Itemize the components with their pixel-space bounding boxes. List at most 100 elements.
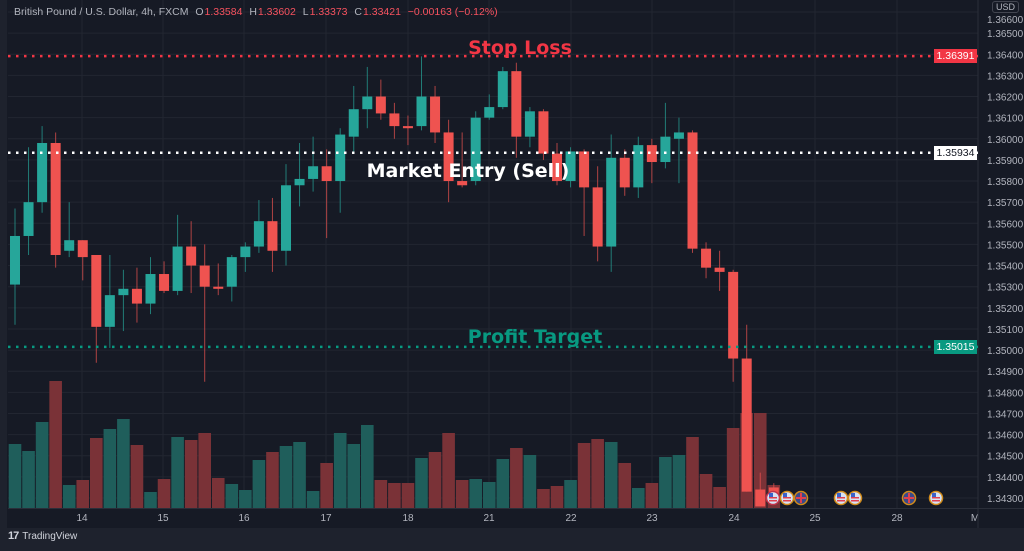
candle [118, 269, 129, 332]
candle [321, 149, 332, 239]
candle-body [186, 246, 197, 266]
candle [728, 269, 739, 382]
flag-canton [851, 493, 855, 497]
high-label: H [249, 6, 257, 18]
candle-body [118, 288, 129, 296]
candle-body [253, 221, 264, 247]
candle [470, 111, 481, 186]
volume-bar [482, 482, 496, 508]
x-tick-label: 22 [565, 513, 577, 524]
flag-stripe [769, 500, 777, 502]
candle [37, 126, 48, 213]
y-tick-label: 1.35600 [987, 219, 1024, 230]
x-tick-label: 25 [809, 513, 821, 524]
candle-body [619, 157, 630, 188]
y-tick-label: 1.36600 [987, 15, 1024, 26]
candle [687, 130, 698, 253]
candle-body [335, 134, 346, 182]
stop-loss-label: Stop Loss [468, 37, 572, 59]
event-flag-uk-icon [793, 490, 809, 506]
candle-body [308, 166, 319, 179]
candle-body [240, 246, 251, 258]
y-tick-label: 1.34600 [987, 431, 1024, 442]
volume-bar [577, 443, 591, 508]
candle-body [199, 265, 210, 287]
candle-body [104, 295, 115, 327]
volume-bar [225, 484, 239, 508]
volume-bar [645, 483, 659, 508]
candle [64, 202, 75, 258]
candle [131, 267, 142, 323]
y-tick-label: 1.36200 [987, 93, 1024, 104]
candle-body [538, 111, 549, 154]
open-value: 1.33584 [204, 6, 243, 18]
candle [416, 56, 427, 131]
candle-body [159, 274, 170, 291]
y-tick-label: 1.35000 [987, 346, 1024, 357]
candle [267, 197, 278, 272]
volume-bar [699, 474, 713, 508]
event-flag-us-icon [833, 490, 849, 506]
x-tick-label: 17 [320, 513, 332, 524]
candle-body [687, 132, 698, 249]
candle [457, 132, 468, 188]
stop-loss-price-tag: 1.36391 [934, 49, 977, 64]
candle-body [10, 235, 20, 285]
y-tick-label: 1.35300 [987, 283, 1024, 294]
y-tick-label: 1.34400 [987, 473, 1024, 484]
candle-body [294, 178, 305, 186]
volume-bar [604, 442, 618, 508]
volume-bar [252, 460, 266, 508]
candle [281, 164, 291, 266]
volume-bar [22, 451, 35, 508]
candle [226, 254, 237, 302]
candle [389, 102, 400, 139]
low-label: L [302, 6, 309, 18]
candle-body [77, 240, 88, 258]
volume-bar [510, 448, 523, 508]
candle [633, 136, 644, 198]
y-tick-label: 1.35800 [987, 177, 1024, 188]
candle-body [741, 358, 752, 492]
close-value: 1.33421 [362, 6, 401, 18]
volume-bar [713, 487, 726, 508]
volume-bar [591, 439, 604, 508]
volume-bar [90, 438, 103, 508]
x-tick-label: M [971, 513, 979, 524]
volume-bar [523, 455, 537, 508]
tradingview-logo[interactable]: 17 TradingView [8, 530, 77, 542]
volume-bar [455, 480, 469, 508]
candle [91, 254, 102, 363]
candle [213, 263, 224, 296]
y-tick-label: 1.35700 [987, 198, 1024, 209]
volume-bar [753, 413, 767, 508]
candle-body [321, 166, 332, 182]
candle-body [660, 136, 671, 163]
candle [660, 102, 671, 169]
y-tick-label: 1.35200 [987, 304, 1024, 315]
candle-body [348, 109, 359, 137]
volume-bar [157, 479, 171, 508]
target-price-tag: 1.35015 [934, 339, 977, 354]
candle-body [497, 71, 508, 108]
volume-bar [374, 480, 388, 508]
flag-stripe [851, 500, 859, 502]
candle [443, 119, 454, 203]
candle-body [592, 187, 603, 247]
x-tick-label: 14 [76, 513, 88, 524]
candle [348, 85, 359, 154]
symbol-title[interactable]: British Pound / U.S. Dollar, 4h, FXCM [14, 6, 189, 18]
y-tick-label: 1.36500 [987, 29, 1024, 40]
volume-bar [347, 444, 361, 508]
candle-body [579, 151, 590, 188]
candle [579, 149, 590, 236]
candle [240, 242, 251, 272]
volume-bar [306, 491, 320, 508]
currency-button[interactable]: USD [992, 1, 1020, 13]
candle [511, 62, 522, 158]
candle [646, 138, 657, 184]
volume-bar [184, 440, 198, 508]
x-tick-label: 15 [157, 513, 169, 524]
candle-body [402, 126, 413, 129]
